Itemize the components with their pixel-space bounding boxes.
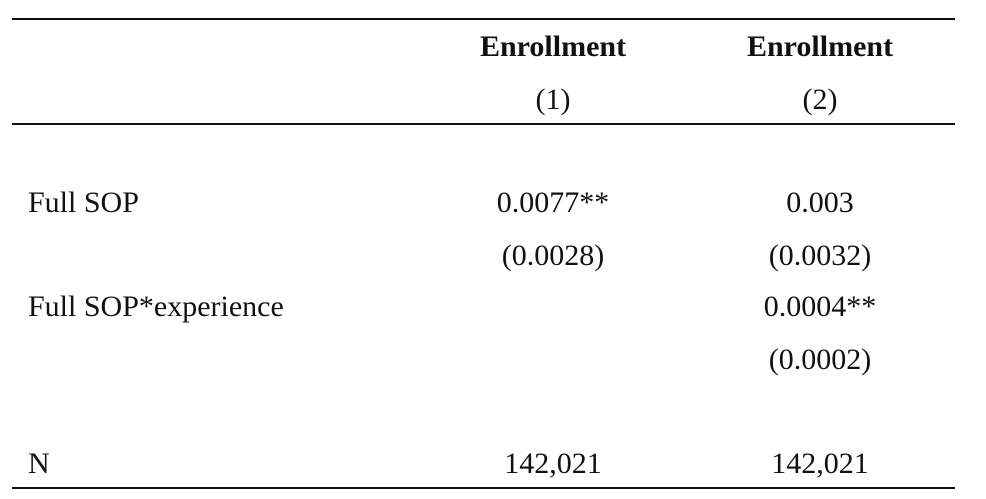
row-label: N [28, 447, 50, 480]
column-title: Enrollment [479, 30, 627, 63]
standard-error: (0.0002) [768, 343, 872, 376]
observations: 142,021 [504, 447, 602, 480]
bottom-rule [12, 487, 955, 489]
coefficient: 0.0004** [763, 290, 877, 323]
coefficient: 0.0077** [496, 186, 610, 219]
column-title: Enrollment [746, 30, 894, 63]
column-number: (1) [535, 83, 571, 116]
standard-error: (0.0028) [501, 239, 605, 272]
coefficient: 0.003 [786, 186, 854, 219]
column-number: (2) [802, 83, 838, 116]
observations: 142,021 [771, 447, 869, 480]
standard-error: (0.0032) [768, 239, 872, 272]
header-rule [12, 123, 955, 125]
top-rule [12, 18, 955, 20]
row-label: Full SOP [28, 186, 139, 219]
row-label: Full SOP*experience [28, 290, 284, 323]
